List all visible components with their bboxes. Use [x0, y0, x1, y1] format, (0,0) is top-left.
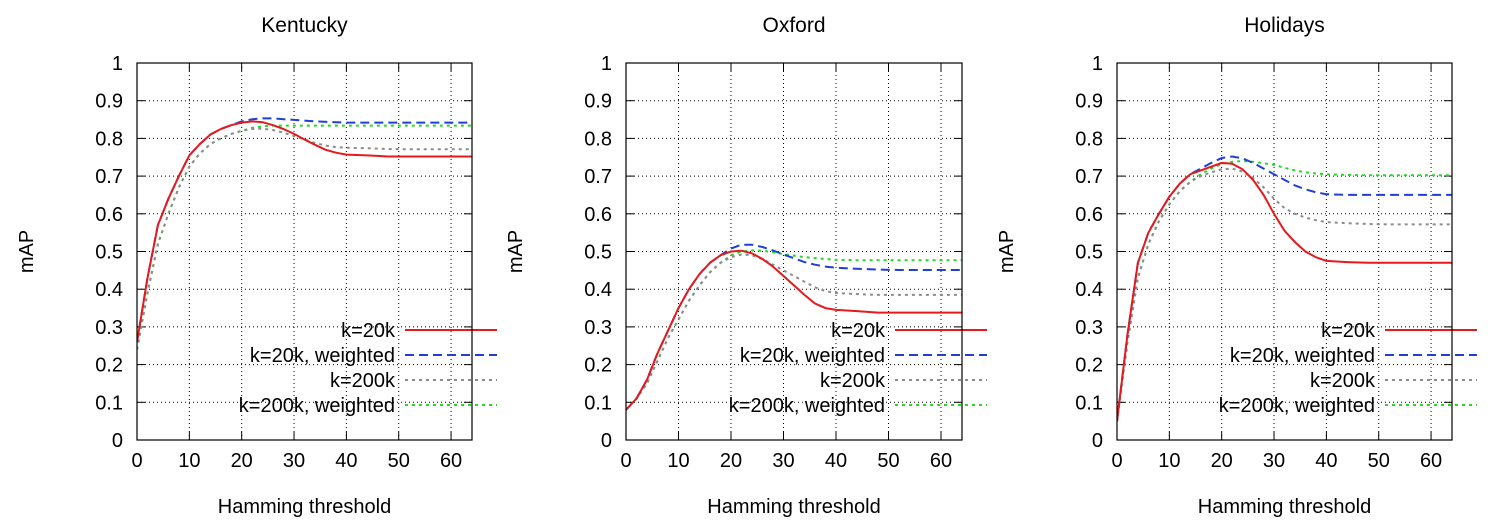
x-tick-label: 10 [667, 450, 689, 472]
y-tick-label: 0.4 [584, 279, 612, 301]
legend-label: k=20k, weighted [1230, 345, 1375, 367]
series-line-0 [1117, 161, 1452, 422]
y-tick-label: 0.3 [584, 317, 612, 339]
legend-label: k=20k [341, 320, 396, 342]
y-tick-label: 0.5 [95, 242, 123, 264]
legend-label: k=200k [820, 370, 886, 392]
legend-label: k=200k [1310, 370, 1376, 392]
y-tick-label: 0.8 [1075, 128, 1103, 150]
x-tick-label: 50 [1368, 450, 1390, 472]
y-tick-label: 0.9 [584, 91, 612, 113]
y-tick-label: 0.2 [1075, 355, 1103, 377]
y-tick-label: 0.8 [584, 128, 612, 150]
y-tick-label: 0.2 [584, 355, 612, 377]
legend-label: k=20k [831, 320, 886, 342]
legend-label: k=200k [330, 370, 396, 392]
y-axis-label: mAP [996, 230, 1018, 273]
x-tick-label: 40 [825, 450, 847, 472]
y-axis-label: mAP [16, 230, 38, 273]
y-tick-label: 1 [601, 53, 612, 75]
x-axis-label: Hamming threshold [1198, 496, 1371, 518]
x-tick-label: 0 [620, 450, 631, 472]
x-tick-label: 0 [1111, 450, 1122, 472]
y-tick-label: 0.1 [584, 392, 612, 414]
chart-title: Kentucky [261, 14, 348, 37]
series-line-2 [1117, 167, 1452, 422]
x-tick-label: 40 [1315, 450, 1337, 472]
x-tick-label: 20 [1211, 450, 1233, 472]
legend-label: k=20k, weighted [740, 345, 885, 367]
x-axis-label: Hamming threshold [218, 496, 391, 518]
x-tick-label: 50 [388, 450, 410, 472]
x-tick-label: 30 [283, 450, 305, 472]
x-tick-label: 30 [1263, 450, 1285, 472]
y-tick-label: 0.3 [95, 317, 123, 339]
series-group [1117, 155, 1452, 422]
x-tick-label: 10 [1158, 450, 1180, 472]
series-line-2 [137, 127, 472, 350]
x-tick-label: 40 [335, 450, 357, 472]
legend-label: k=20k [1321, 320, 1376, 342]
y-tick-label: 0.6 [584, 204, 612, 226]
y-tick-label: 0 [601, 430, 612, 452]
y-tick-label: 0.6 [1075, 204, 1103, 226]
series-group [626, 243, 962, 411]
y-tick-label: 0.7 [95, 166, 123, 188]
y-tick-label: 0.7 [584, 166, 612, 188]
legend-label: k=200k, weighted [1219, 395, 1375, 417]
chart-title: Oxford [762, 14, 825, 37]
chart-title: Holidays [1244, 14, 1325, 37]
legend-label: k=200k, weighted [239, 395, 395, 417]
x-tick-label: 10 [178, 450, 200, 472]
x-tick-label: 60 [1420, 450, 1442, 472]
y-tick-label: 0.9 [95, 91, 123, 113]
plot-frame [1116, 62, 1453, 441]
y-tick-label: 0.4 [95, 279, 123, 301]
series-line-1 [137, 117, 472, 343]
y-tick-label: 0.1 [95, 392, 123, 414]
x-tick-label: 60 [440, 450, 462, 472]
x-axis-label: Hamming threshold [707, 496, 880, 518]
y-tick-label: 0.3 [1075, 317, 1103, 339]
y-tick-label: 0.6 [95, 204, 123, 226]
y-tick-label: 0.9 [1075, 91, 1103, 113]
series-line-0 [626, 249, 962, 411]
legend-label: k=20k, weighted [250, 345, 395, 367]
series-line-0 [137, 120, 472, 343]
y-tick-label: 1 [112, 53, 123, 75]
y-tick-label: 0.4 [1075, 279, 1103, 301]
y-tick-label: 0.2 [95, 355, 123, 377]
x-tick-label: 30 [772, 450, 794, 472]
plot-frame [136, 62, 473, 441]
y-tick-label: 0.5 [1075, 242, 1103, 264]
y-tick-label: 0.8 [95, 128, 123, 150]
series-line-2 [626, 253, 962, 411]
y-tick-label: 0.5 [584, 242, 612, 264]
x-tick-label: 0 [131, 450, 142, 472]
y-tick-label: 0 [112, 430, 123, 452]
y-axis-label: mAP [505, 230, 527, 273]
y-tick-label: 1 [1092, 53, 1103, 75]
legend-label: k=200k, weighted [729, 395, 885, 417]
x-tick-label: 50 [877, 450, 899, 472]
x-tick-label: 60 [930, 450, 952, 472]
series-group [137, 117, 472, 350]
y-tick-label: 0.7 [1075, 166, 1103, 188]
plot-frame [625, 62, 963, 441]
y-tick-label: 0 [1092, 430, 1103, 452]
series-line-3 [626, 249, 962, 411]
x-tick-label: 20 [231, 450, 253, 472]
y-tick-label: 0.1 [1075, 392, 1103, 414]
x-tick-label: 20 [720, 450, 742, 472]
